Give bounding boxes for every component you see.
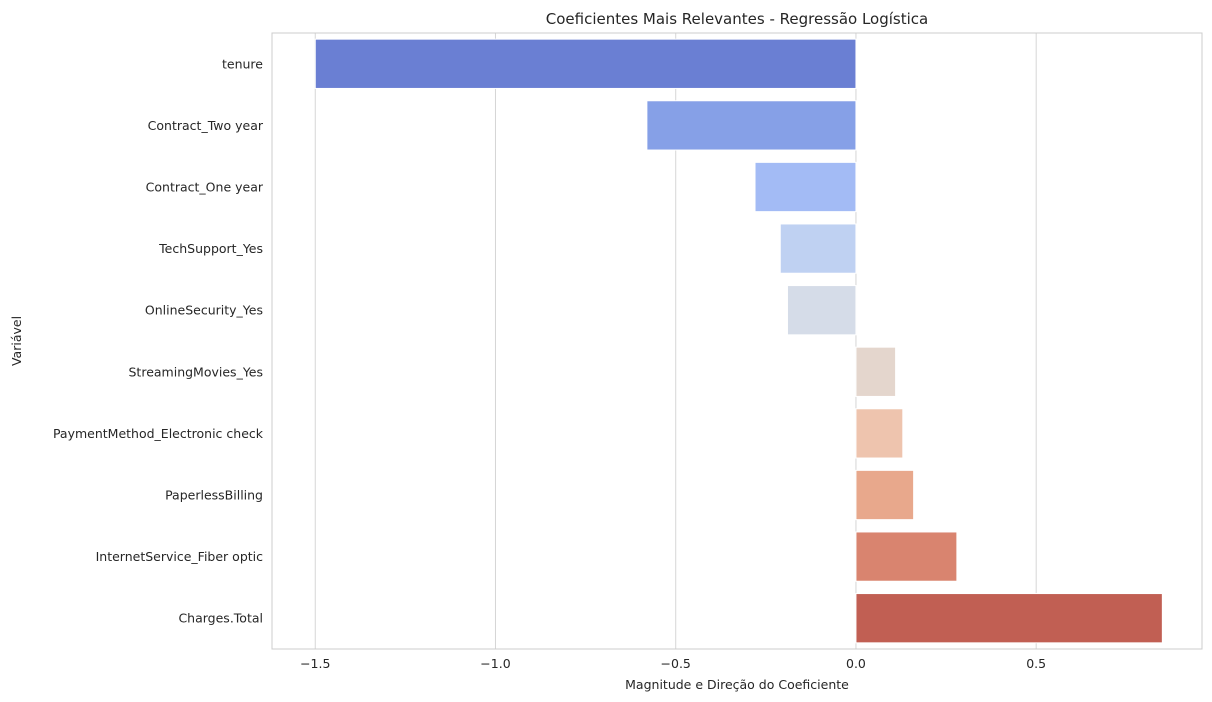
y-tick-label: Contract_Two year xyxy=(148,118,264,133)
y-tick-label: PaperlessBilling xyxy=(165,488,263,503)
chart-title: Coeficientes Mais Relevantes - Regressão… xyxy=(546,10,928,28)
x-tick-label: −1.0 xyxy=(480,656,510,671)
y-tick-label: PaymentMethod_Electronic check xyxy=(53,426,264,441)
bar xyxy=(855,346,897,397)
y-tick-label: tenure xyxy=(222,56,263,71)
y-tick-labels: tenure Contract_Two year Contract_One year… xyxy=(53,56,264,625)
bar xyxy=(855,531,958,582)
y-tick-label: InternetService_Fiber optic xyxy=(96,549,264,564)
y-tick-label: StreamingMovies_Yes xyxy=(129,364,264,379)
bar xyxy=(779,223,857,274)
bar xyxy=(855,408,904,459)
plot-frame xyxy=(271,32,1203,650)
x-tick-label: 0.5 xyxy=(1026,656,1046,671)
bar xyxy=(314,38,857,89)
x-tick-label: −1.5 xyxy=(300,656,330,671)
y-tick-label: OnlineSecurity_Yes xyxy=(145,303,263,318)
bar xyxy=(646,100,857,151)
bar xyxy=(786,285,857,336)
bars xyxy=(314,38,1163,644)
bar xyxy=(754,161,857,213)
y-tick-label: Contract_One year xyxy=(146,180,264,195)
x-tick-labels: −1.5 −1.0 −0.5 0.0 0.5 xyxy=(300,656,1046,671)
x-axis-label: Magnitude e Direção do Coeficiente xyxy=(625,677,849,692)
x-tick-label: −0.5 xyxy=(661,656,691,671)
bar xyxy=(855,469,915,521)
y-axis-label: Variável xyxy=(9,316,24,366)
bar xyxy=(855,593,1163,644)
y-tick-label: Charges.Total xyxy=(178,611,263,626)
y-tick-label: TechSupport_Yes xyxy=(158,241,263,256)
x-tick-label: 0.0 xyxy=(846,656,866,671)
